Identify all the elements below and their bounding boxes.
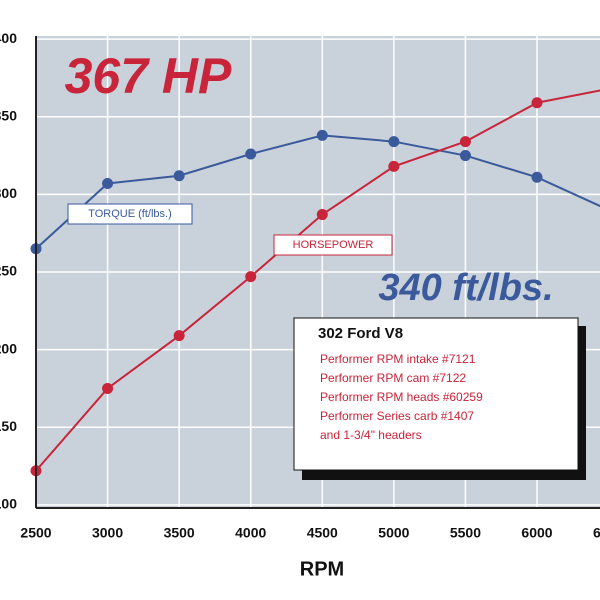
point bbox=[459, 150, 471, 162]
y-tick-label: 100 bbox=[0, 496, 17, 512]
hp-label-box bbox=[273, 234, 393, 256]
point bbox=[531, 171, 543, 183]
hp-annotation: 367 HP bbox=[65, 48, 232, 104]
info-title: 302 Ford V8 bbox=[318, 325, 403, 342]
x-axis-label: RPM bbox=[300, 558, 344, 580]
info-box bbox=[293, 317, 579, 471]
info-line: Performer RPM cam #7122 bbox=[320, 371, 466, 385]
point bbox=[245, 271, 257, 283]
info-lines: Performer RPM intake #7121 Performer RPM … bbox=[320, 352, 483, 442]
x-tick-label: 3000 bbox=[92, 525, 123, 541]
y-tick-label: 300 bbox=[0, 185, 17, 201]
x-tick-label: 6500 bbox=[593, 525, 600, 541]
point bbox=[316, 129, 328, 141]
info-line: and 1-3/4" headers bbox=[320, 428, 422, 442]
point bbox=[173, 170, 185, 182]
info-line: Performer Series carb #1407 bbox=[320, 409, 474, 423]
y-tick-label: 350 bbox=[0, 107, 17, 123]
x-tick-label: 4000 bbox=[235, 525, 266, 541]
y-tick-label: 400 bbox=[0, 30, 17, 46]
point bbox=[316, 209, 328, 221]
info-line: Performer RPM intake #7121 bbox=[320, 352, 476, 366]
torque-label-box bbox=[67, 203, 193, 225]
y-tick-label: 150 bbox=[0, 418, 17, 434]
x-tick-label: 6000 bbox=[521, 525, 552, 541]
point bbox=[245, 148, 257, 160]
point bbox=[388, 136, 400, 148]
point bbox=[173, 330, 185, 342]
x-tick-label: 3500 bbox=[164, 525, 195, 541]
x-tick-label: 4500 bbox=[307, 525, 338, 541]
point bbox=[388, 160, 400, 172]
legend-label: TORQUE (ft/lbs.) bbox=[88, 208, 172, 220]
x-tick-label: 5500 bbox=[450, 525, 481, 541]
x-tick-label: 2500 bbox=[20, 525, 51, 541]
y-tick-label: 250 bbox=[0, 263, 17, 279]
legend-label: HORSEPOWER bbox=[293, 239, 374, 251]
torque-annotation: 340 ft/lbs. bbox=[378, 267, 553, 309]
point bbox=[459, 136, 471, 148]
point bbox=[102, 178, 114, 189]
point bbox=[531, 97, 543, 109]
x-tick-label: 5000 bbox=[378, 525, 409, 541]
marks bbox=[30, 89, 600, 477]
info-line: Performer RPM heads #60259 bbox=[320, 390, 483, 404]
y-tick-label: 200 bbox=[0, 340, 17, 356]
point bbox=[102, 382, 114, 394]
